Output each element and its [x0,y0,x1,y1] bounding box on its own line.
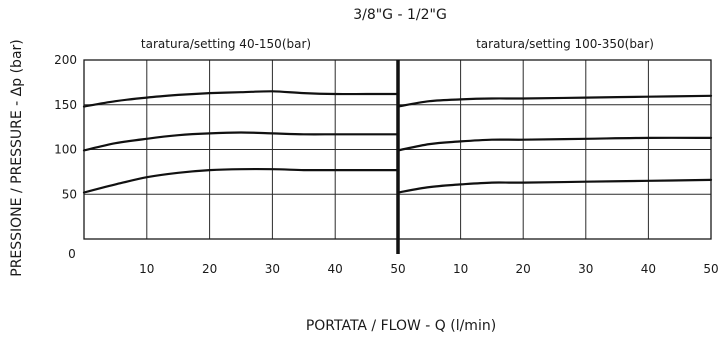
right-panel-subtitle: taratura/setting 100-350(bar) [476,37,654,51]
panel-0-x-tick-20: 20 [202,262,217,276]
panel-1-series-2 [396,178,713,194]
panel-0-series-1 [82,131,400,152]
panel-0-x-tick-10: 10 [139,262,154,276]
y-tick-200: 200 [54,53,77,67]
panel-0-x-tick-40: 40 [328,262,343,276]
panel-1-x-tick-20: 20 [516,262,531,276]
x-axis-label: PORTATA / FLOW - Q (l/min) [306,318,496,334]
panel-1-x-tick-10: 10 [453,262,468,276]
chart-title: 3/8"G - 1/2"G [353,7,447,23]
panel-0-x-tick-50: 50 [390,262,405,276]
panel-1-series-0 [396,94,713,108]
y-tick-50: 50 [62,187,77,201]
gridlines [84,59,711,239]
plot-frame [83,59,712,254]
panel-0-x-tick-30: 30 [265,262,280,276]
panel-1-x-tick-30: 30 [578,262,593,276]
left-panel-subtitle: taratura/setting 40-150(bar) [141,37,311,51]
origin-tick-label: 0 [68,247,76,261]
panel-1-x-tick-40: 40 [641,262,656,276]
y-axis-label: PRESSIONE / PRESSURE - Δp (bar) [9,39,25,277]
panel-1-x-tick-50: 50 [703,262,718,276]
series-curves [82,90,713,194]
y-tick-150: 150 [54,98,77,112]
tick-labels: 10 20 30 40 50 10 20 30 40 50 50 100 150 200 [54,53,719,276]
panel-1-series-1 [396,136,713,152]
y-tick-100: 100 [54,143,77,157]
panel-0-series-0 [82,90,400,108]
panel-0-series-2 [82,167,400,194]
